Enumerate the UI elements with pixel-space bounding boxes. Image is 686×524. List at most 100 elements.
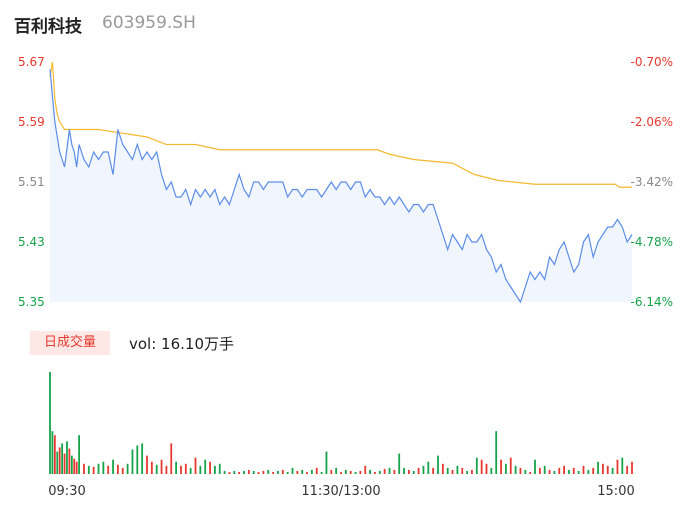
volume-bar [480, 459, 483, 474]
y-tick-label-right: -3.42% [631, 175, 673, 189]
volume-bar [592, 467, 595, 474]
y-tick-label-left: 5.67 [18, 55, 45, 69]
volume-bar [524, 469, 527, 474]
volume-bar [61, 443, 64, 474]
volume-bar [364, 465, 367, 474]
volume-bar [301, 469, 304, 474]
volume-bar [136, 445, 139, 474]
volume-bar [126, 463, 129, 474]
volume-bar [495, 431, 498, 474]
volume-bar [315, 467, 318, 474]
volume-bar [150, 461, 153, 474]
volume-bar [509, 457, 512, 474]
volume-bar [97, 463, 100, 474]
volume-bar [446, 467, 449, 474]
volume-bar [538, 467, 541, 474]
volume-bar [78, 435, 80, 474]
volume-bar [87, 465, 90, 474]
volume-bar [117, 464, 119, 474]
volume-bar [306, 471, 308, 474]
volume-bar [631, 461, 633, 474]
volume-bar [243, 470, 245, 474]
volume-bar [296, 470, 299, 474]
x-tick-label: 15:00 [597, 484, 634, 499]
volume-bar [214, 465, 216, 474]
volume-bar [141, 443, 144, 474]
volume-bar [194, 457, 197, 474]
volume-bar [466, 470, 468, 474]
volume-bar [102, 461, 105, 474]
volume-bar [558, 467, 561, 474]
volume-bar [441, 463, 444, 474]
volume-bar [180, 465, 182, 474]
volume-bar [291, 467, 294, 474]
volume-bar [204, 459, 207, 474]
volume-bar [247, 469, 250, 474]
volume-bar [597, 461, 599, 474]
y-tick-label-right: -2.06% [631, 115, 673, 129]
volume-bar [611, 467, 614, 474]
volume-bar [66, 441, 68, 474]
volume-bar [437, 455, 439, 474]
volume-bar [500, 459, 502, 474]
y-tick-label-left: 5.43 [18, 235, 45, 249]
volume-bar [490, 467, 493, 474]
volume-bar [393, 469, 396, 474]
volume-bar [73, 458, 76, 474]
volume-bar [471, 469, 473, 474]
volume-bar [281, 469, 284, 474]
volume-bar [475, 457, 478, 474]
volume-bar [543, 465, 546, 474]
volume-bar [572, 467, 575, 474]
volume-bar [56, 451, 59, 474]
volume-bar [626, 465, 629, 474]
volume-bar [417, 467, 420, 474]
volume-bar [223, 470, 226, 474]
volume-bar [398, 453, 401, 474]
volume-bar [49, 372, 51, 474]
x-tick-label: 11:30/13:00 [301, 484, 380, 499]
volume-bar [170, 443, 173, 474]
volume-bar [209, 461, 211, 474]
volume-bar [563, 465, 565, 474]
volume-bar [146, 455, 148, 474]
volume-bar [228, 471, 231, 474]
volume-bar [53, 435, 56, 474]
volume-bar [422, 465, 425, 474]
y-tick-label-left: 5.59 [18, 115, 45, 129]
volume-bar [330, 469, 333, 474]
volume-bar [252, 470, 255, 474]
volume-bar [286, 471, 289, 474]
volume-bar [262, 470, 265, 474]
volume-bar [432, 467, 435, 474]
volume-bar [184, 463, 187, 474]
volume-bar [75, 461, 78, 474]
volume-bar [369, 469, 371, 474]
volume-bar [412, 470, 415, 474]
volume-bar [175, 461, 177, 474]
volume-bar [277, 470, 279, 474]
volume-bar [92, 466, 95, 474]
volume-bar [383, 468, 386, 474]
volume-bar [388, 467, 391, 474]
stock-name: 百利科技 [14, 17, 82, 37]
volume-bar [340, 471, 342, 474]
y-tick-label-right: -0.70% [631, 55, 673, 69]
volume-bar [335, 467, 338, 474]
stock-code: 603959.SH [102, 13, 196, 33]
volume-bar [83, 463, 85, 474]
volume-bar [131, 449, 134, 474]
volume-bar [403, 467, 405, 474]
volume-bar [354, 471, 357, 474]
volume-tab[interactable]: 日成交量 [30, 331, 110, 355]
volume-bar [272, 471, 274, 474]
volume-bar [257, 471, 260, 474]
volume-bar [267, 469, 270, 474]
avg-price-line [49, 61, 632, 188]
volume-bar [107, 465, 110, 474]
volume-bar [344, 469, 347, 474]
volume-bar [514, 465, 517, 474]
y-tick-label-left: 5.35 [18, 295, 45, 309]
volume-bar [568, 469, 570, 474]
